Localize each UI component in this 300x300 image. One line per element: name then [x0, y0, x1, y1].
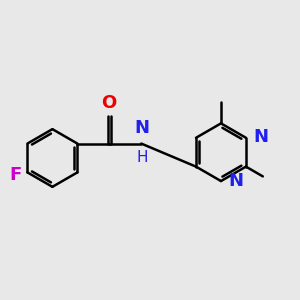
Text: N: N [135, 119, 150, 137]
Text: N: N [228, 172, 243, 190]
Text: O: O [101, 94, 116, 112]
Text: N: N [253, 128, 268, 146]
Text: F: F [9, 166, 21, 184]
Text: H: H [136, 150, 148, 165]
